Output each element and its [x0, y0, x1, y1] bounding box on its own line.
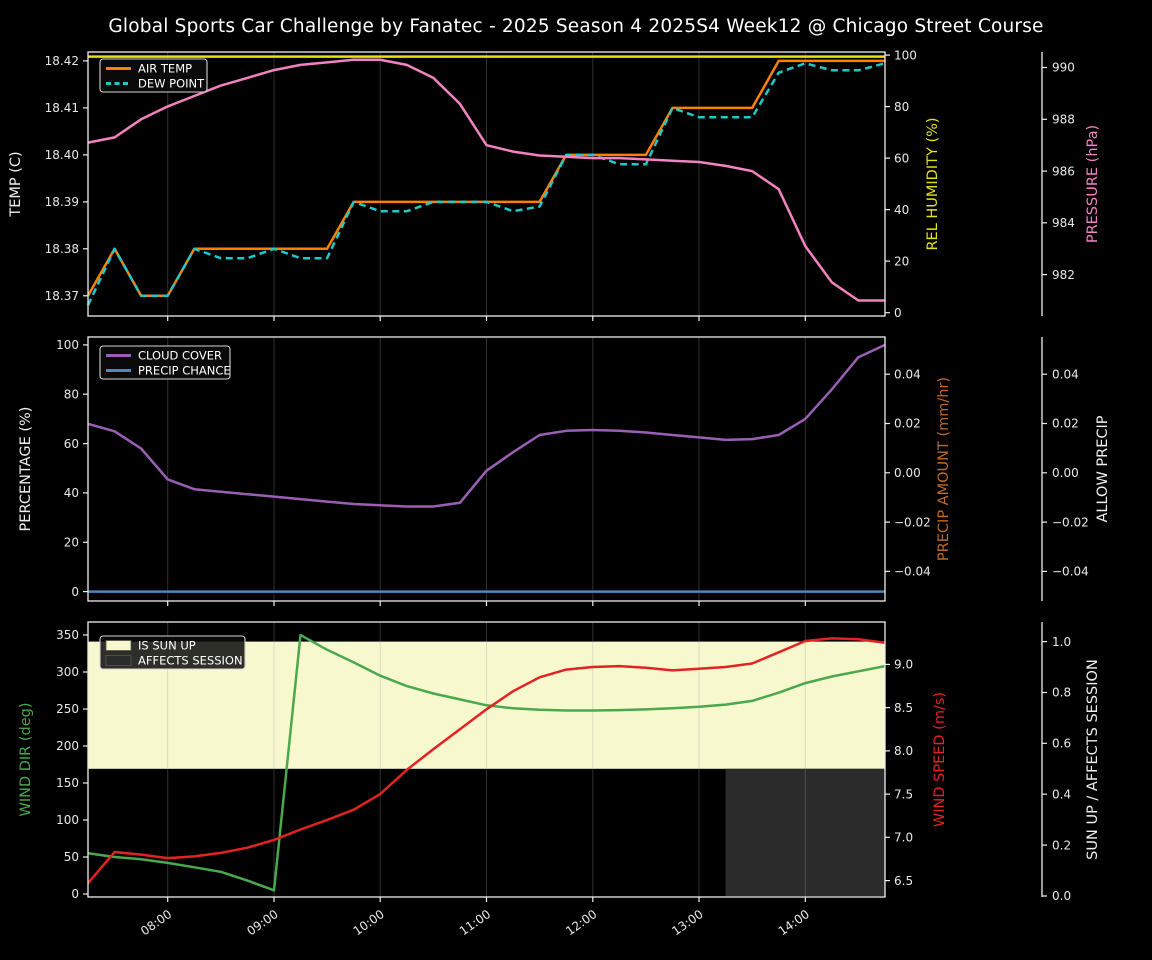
series-cloud-cover: [87, 343, 886, 508]
right-outer-tick-label: 0.2: [1052, 838, 1071, 852]
right-inner-tick-label: 6.5: [894, 874, 913, 888]
axis-label-precip-amount-mm-hr: PRECIP AMOUNT (mm/hr): [936, 377, 952, 561]
axis-label-pressure-hpa: PRESSURE (hPa): [1085, 125, 1101, 243]
right-outer-tick-label: 0.00: [1052, 466, 1079, 480]
right-inner-tick-label: 9.0: [894, 658, 913, 672]
right-inner-tick-label: 20: [894, 254, 909, 268]
left-tick-label: 20: [64, 536, 79, 550]
left-tick-label: 50: [64, 850, 79, 864]
left-tick-label: 80: [64, 387, 79, 401]
right-inner-tick-label: 0.04: [894, 367, 921, 381]
right-outer-tick-label: 0.0: [1052, 889, 1071, 903]
left-tick-label: 300: [56, 665, 79, 679]
chart-temperature-humidity-pressure: 18.37 18.38 18.39 18.40 18.41 18.42 TEMP (C) 0 2…: [8, 48, 1101, 321]
left-tick-label: 18.38: [45, 242, 79, 256]
right-inner-tick-label: 0: [894, 306, 902, 320]
axis-label-sun-up-affects-session: SUN UP / AFFECTS SESSION: [1085, 659, 1101, 860]
left-tick-label: 250: [56, 702, 79, 716]
left-tick-label: 18.40: [45, 148, 79, 162]
axis-label-wind-speed-m-s: WIND SPEED (m/s): [932, 692, 948, 827]
right-outer-tick-label: 0.4: [1052, 787, 1071, 801]
right-inner-tick-label: 40: [894, 203, 909, 217]
axis-label-wind-dir-deg: WIND DIR (deg): [18, 702, 34, 816]
legend-label-precip-chance: PRECIP CHANCE: [138, 364, 231, 378]
right-outer-tick-label: 0.8: [1052, 686, 1071, 700]
right-inner-tick-label: 8.0: [894, 744, 913, 758]
x-tick-label: 11:00: [457, 907, 493, 938]
right-outer-tick-label: 984: [1052, 216, 1075, 230]
right-inner-tick-label: 80: [894, 100, 909, 114]
series-pressure: [87, 58, 885, 302]
right-outer-tick-label: 0.04: [1052, 367, 1079, 381]
chart-wind-sun: 0 50 100 150 200 250 300 350 WIND DIR (deg) 6.5 7.…: [18, 621, 1101, 938]
legend-box: [99, 345, 231, 380]
chart-title: Global Sports Car Challenge by Fanatec -…: [108, 16, 1044, 37]
left-tick-label: 18.41: [45, 101, 79, 115]
right-outer-tick-label: 0.6: [1052, 737, 1071, 751]
right-outer-tick-label: 988: [1052, 113, 1075, 127]
left-tick-label: 100: [56, 338, 79, 352]
right-inner-tick-label: 0.00: [894, 466, 921, 480]
x-tick-label: 13:00: [669, 907, 705, 938]
right-outer-tick-label: 982: [1052, 268, 1075, 282]
left-tick-label: 200: [56, 739, 79, 753]
right-inner-tick-label: 60: [894, 151, 909, 165]
right-inner-tick-label: 0.02: [894, 417, 921, 431]
left-tick-label: 40: [64, 486, 79, 500]
axis-label-rel-humidity: REL HUMIDITY (%): [925, 117, 941, 250]
right-outer-tick-label: −0.02: [1052, 515, 1089, 529]
x-tick-label: 14:00: [776, 907, 812, 938]
right-outer-tick-label: 1.0: [1052, 635, 1071, 649]
band-affects-session: [725, 768, 885, 896]
left-tick-label: 0: [71, 585, 79, 599]
axis-label-temp-c: TEMP (C): [8, 151, 24, 217]
legend-swatch-affects-session: [105, 655, 132, 666]
right-outer-tick-label: 0.02: [1052, 417, 1079, 431]
right-inner-tick-label: 100: [894, 48, 917, 62]
left-tick-label: 150: [56, 776, 79, 790]
series-wind-speed: [87, 637, 886, 885]
x-tick-label: 12:00: [563, 907, 599, 938]
axis-label-allow-precip: ALLOW PRECIP: [1095, 415, 1111, 522]
right-outer-tick-label: 986: [1052, 164, 1075, 178]
x-tick-label: 08:00: [138, 907, 174, 938]
series-dew-point: [86, 62, 886, 306]
legend-label-air-temp: AIR TEMP: [138, 62, 192, 76]
series-wind-dir: [87, 633, 886, 892]
right-inner-tick-label: −0.04: [894, 565, 931, 579]
left-tick-label: 100: [56, 813, 79, 827]
legend-swatch-is-sun-up: [105, 640, 132, 651]
right-inner-tick-label: −0.02: [894, 515, 931, 529]
x-tick-label: 10:00: [351, 907, 387, 938]
left-tick-label: 18.39: [45, 195, 79, 209]
right-outer-tick-label: −0.04: [1052, 565, 1089, 579]
right-inner-tick-label: 7.5: [894, 787, 913, 801]
left-tick-label: 350: [56, 628, 79, 642]
chart-cloud-precip: 0 20 40 60 80 100 PERCENTAGE (%) 0.04 0.02 0.00 −0…: [18, 336, 1111, 606]
legend-label-dew-point: DEW POINT: [138, 77, 205, 91]
right-inner-tick-label: 8.5: [894, 701, 913, 715]
left-tick-label: 60: [64, 437, 79, 451]
legend-label-affects-session: AFFECTS SESSION: [138, 654, 243, 668]
legend-box: [99, 635, 246, 670]
legend-label-cloud-cover: CLOUD COVER: [138, 349, 222, 363]
left-tick-label: 0: [71, 887, 79, 901]
axis-label-percentage: PERCENTAGE (%): [18, 407, 34, 532]
right-outer-tick-label: 990: [1052, 61, 1075, 75]
left-tick-label: 18.42: [45, 54, 79, 68]
left-tick-label: 18.37: [45, 289, 79, 303]
right-inner-tick-label: 7.0: [894, 831, 913, 845]
legend-label-is-sun-up: IS SUN UP: [138, 639, 196, 653]
x-tick-label: 09:00: [244, 907, 280, 938]
